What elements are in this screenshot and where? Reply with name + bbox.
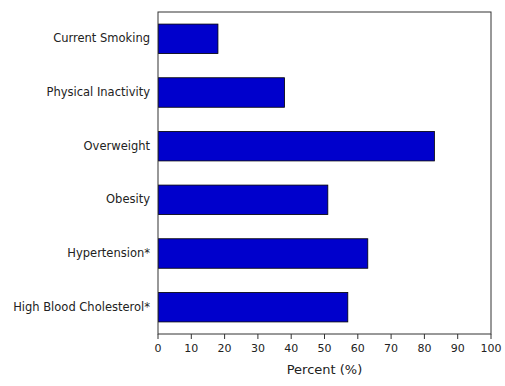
tick-label: 70 bbox=[384, 342, 398, 355]
tick-label: 0 bbox=[155, 342, 162, 355]
tick bbox=[224, 334, 225, 339]
category-label: Obesity bbox=[106, 192, 150, 206]
tick-label: 40 bbox=[284, 342, 298, 355]
tick bbox=[191, 334, 192, 339]
tick bbox=[158, 334, 159, 339]
tick-label: 100 bbox=[481, 342, 502, 355]
tick bbox=[324, 334, 325, 339]
bar bbox=[158, 78, 285, 108]
bar bbox=[158, 24, 218, 54]
tick bbox=[424, 334, 425, 339]
bar bbox=[158, 185, 328, 215]
category-label: Current Smoking bbox=[53, 31, 150, 45]
category-label: Physical Inactivity bbox=[46, 85, 150, 99]
category-label: High Blood Cholesterol* bbox=[13, 300, 150, 314]
tick bbox=[457, 334, 458, 339]
tick bbox=[391, 334, 392, 339]
category-label: Overweight bbox=[84, 139, 151, 153]
plot-frame bbox=[158, 12, 491, 334]
tick-label: 20 bbox=[218, 342, 232, 355]
chart: High Blood Cholesterol* Hypertension* Obes… bbox=[0, 0, 505, 386]
tick-label: 90 bbox=[451, 342, 465, 355]
x-axis-label: Percent (%) bbox=[287, 362, 363, 377]
tick bbox=[491, 334, 492, 339]
tick bbox=[291, 334, 292, 339]
tick bbox=[257, 334, 258, 339]
tick-label: 60 bbox=[351, 342, 365, 355]
bar bbox=[158, 292, 348, 322]
tick bbox=[357, 334, 358, 339]
tick-label: 80 bbox=[417, 342, 431, 355]
bars bbox=[158, 24, 434, 322]
tick-label: 10 bbox=[184, 342, 198, 355]
tick-label: 30 bbox=[251, 342, 265, 355]
bar bbox=[158, 131, 434, 161]
tick-label: 50 bbox=[318, 342, 332, 355]
bar bbox=[158, 239, 368, 269]
category-label: Hypertension* bbox=[67, 246, 150, 260]
